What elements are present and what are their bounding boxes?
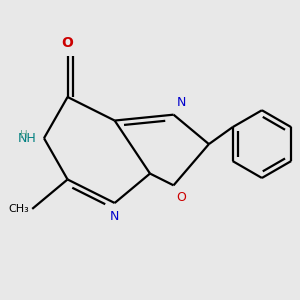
Text: N: N (110, 210, 119, 224)
Text: H: H (20, 130, 28, 140)
Text: O: O (176, 191, 186, 204)
Text: N: N (176, 96, 186, 109)
Text: O: O (61, 36, 74, 50)
Text: CH₃: CH₃ (8, 204, 29, 214)
Text: NH: NH (18, 132, 37, 145)
